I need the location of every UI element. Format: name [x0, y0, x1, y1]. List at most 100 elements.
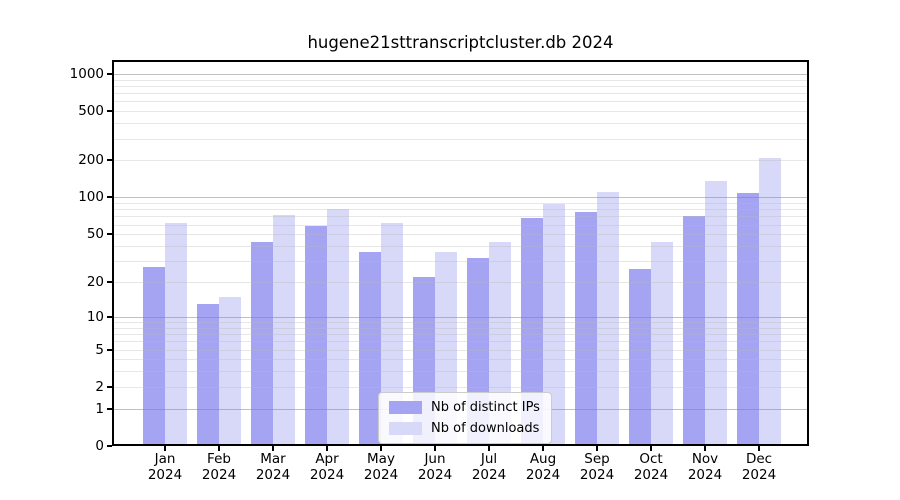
y-tick-label: 200 — [78, 152, 104, 169]
x-tick-month: May — [367, 451, 395, 467]
x-tick-label: Jul 2024 — [449, 451, 529, 483]
gridline-minor — [114, 282, 807, 284]
gridline-minor — [114, 203, 807, 205]
bar-distinct-ips — [197, 303, 219, 444]
x-tick-mark — [326, 446, 328, 451]
y-tick-mark — [107, 233, 112, 236]
x-tick-year: 2024 — [201, 467, 237, 483]
gridline-minor — [114, 216, 807, 218]
bar-distinct-ips — [305, 225, 327, 444]
x-tick-mark — [380, 446, 382, 451]
y-tick-label: 1000 — [69, 65, 104, 82]
x-tick-year: 2024 — [687, 467, 723, 483]
y-tick-label: 0 — [95, 438, 104, 454]
x-tick-year: 2024 — [309, 467, 345, 483]
chart-title: hugene21sttranscriptcluster.db 2024 — [307, 33, 614, 52]
y-tick-mark — [107, 110, 112, 113]
y-tick-label: 10 — [86, 308, 104, 325]
gridline-minor — [114, 322, 807, 323]
x-tick-mark — [164, 446, 166, 451]
x-tick-label: Nov 2024 — [665, 451, 745, 483]
x-tick-month: Mar — [260, 451, 286, 467]
bar-distinct-ips — [629, 268, 651, 444]
x-tick-year: 2024 — [417, 467, 453, 483]
y-tick-mark — [107, 385, 112, 388]
x-tick-month: Dec — [745, 451, 773, 467]
x-tick-month: Oct — [639, 451, 663, 467]
y-tick-mark — [107, 159, 112, 162]
x-tick-month: Apr — [315, 451, 339, 467]
bar-distinct-ips — [737, 193, 759, 444]
bar-distinct-ips — [251, 242, 273, 444]
plot-inner — [114, 62, 807, 444]
x-tick-mark — [488, 446, 490, 451]
bar-downloads — [327, 209, 349, 444]
x-tick-label: Jan 2024 — [125, 451, 205, 483]
x-tick-month: Feb — [207, 451, 231, 467]
bar-distinct-ips — [359, 251, 381, 444]
x-tick-label: Feb 2024 — [179, 451, 259, 483]
x-tick-label: Oct 2024 — [611, 451, 691, 483]
y-tick-label: 50 — [86, 226, 104, 243]
bar-distinct-ips — [575, 212, 597, 444]
x-tick-month: Jul — [480, 451, 498, 467]
y-tick-label: 1 — [95, 400, 104, 417]
x-tick-mark — [272, 446, 274, 451]
x-tick-label: Jun 2024 — [395, 451, 475, 483]
y-tick-mark — [107, 315, 112, 318]
x-tick-label: Mar 2024 — [233, 451, 313, 483]
bar-downloads — [705, 181, 727, 444]
gridline-minor — [114, 246, 807, 247]
y-tick-mark — [107, 72, 112, 75]
x-tick-label: Aug 2024 — [503, 451, 583, 483]
x-tick-year: 2024 — [471, 467, 507, 483]
x-tick-month: Jan — [154, 451, 176, 467]
bar-downloads — [381, 222, 403, 444]
gridline-minor — [114, 224, 807, 226]
gridline-minor — [114, 261, 807, 263]
gridline-minor — [114, 93, 807, 95]
y-tick-label: 5 — [95, 341, 104, 358]
x-tick-mark — [758, 446, 760, 451]
y-tick-mark — [107, 445, 112, 447]
x-tick-mark — [650, 446, 652, 451]
gridline-minor — [114, 359, 807, 361]
bar-downloads — [543, 204, 565, 444]
x-tick-month: Sep — [584, 451, 610, 467]
y-tick-mark — [107, 196, 112, 199]
bar-downloads — [759, 157, 781, 444]
gridline-minor — [114, 234, 807, 236]
gridline-minor — [114, 327, 807, 329]
x-tick-label: May 2024 — [341, 451, 421, 483]
legend-swatch-downloads — [389, 422, 422, 435]
y-tick-mark — [107, 407, 112, 410]
gridline-minor — [114, 160, 807, 162]
gridline-minor — [114, 101, 807, 103]
legend: Nb of distinct IPs Nb of downloads — [378, 392, 552, 444]
x-tick-label: Sep 2024 — [557, 451, 637, 483]
x-tick-year: 2024 — [741, 467, 777, 483]
x-tick-mark — [218, 446, 220, 451]
gridline-minor — [114, 386, 807, 388]
gridline-minor — [114, 79, 807, 81]
y-tick-mark — [107, 281, 112, 284]
bar-distinct-ips — [683, 216, 705, 444]
x-tick-mark — [434, 446, 436, 451]
y-tick-label: 20 — [86, 274, 104, 291]
gridline-minor — [114, 209, 807, 211]
bar-downloads — [651, 242, 673, 444]
y-tick-label: 2 — [95, 378, 104, 395]
gridline-minor — [114, 85, 807, 87]
bar-distinct-ips — [143, 266, 165, 444]
gridline-minor — [114, 371, 807, 373]
x-tick-label: Apr 2024 — [287, 451, 367, 483]
gridline-major — [114, 73, 807, 75]
gridline-minor — [114, 341, 807, 343]
gridline-major — [114, 316, 807, 318]
bar-downloads — [597, 192, 619, 444]
gridline-minor — [114, 123, 807, 125]
x-tick-year: 2024 — [147, 467, 183, 483]
bar-downloads — [165, 222, 187, 444]
gridline-major — [114, 197, 807, 199]
